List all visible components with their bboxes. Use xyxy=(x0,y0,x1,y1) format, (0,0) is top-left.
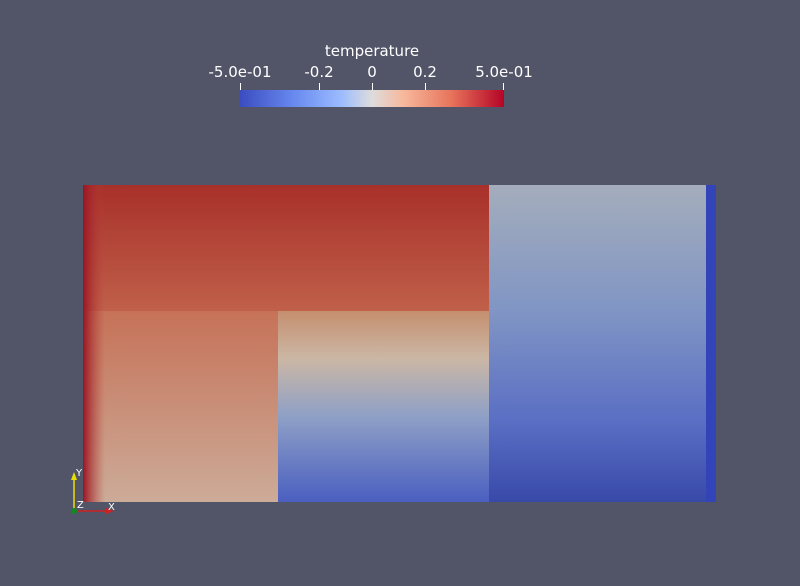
colorbar-tick-mark xyxy=(372,83,373,93)
colorbar-tick-mark xyxy=(319,83,320,93)
colorbar-tick-mark xyxy=(240,83,241,93)
colorbar-tick-label: 0 xyxy=(367,63,377,81)
colorbar-tick-mark xyxy=(425,83,426,93)
region-right-edge xyxy=(706,185,716,502)
region-center-gradient xyxy=(278,311,489,502)
colorbar-tick-label: -0.2 xyxy=(304,63,334,81)
colorbar-tick-label: 5.0e-01 xyxy=(475,63,533,81)
region-right-cool xyxy=(489,185,716,502)
region-upper-left-hot xyxy=(83,185,489,311)
x-axis-arrow xyxy=(106,508,114,514)
region-left-edge xyxy=(83,185,105,502)
colorbar-tick-mark xyxy=(503,83,504,93)
z-axis-dot xyxy=(71,508,77,514)
y-axis-arrow xyxy=(71,472,77,480)
x-axis-label: X xyxy=(108,502,115,513)
colorbar-title: temperature xyxy=(324,42,420,60)
colorbar-gradient xyxy=(240,90,504,107)
z-axis-label: Z xyxy=(77,500,84,511)
colorbar-tick-label: -5.0e-01 xyxy=(208,63,272,81)
region-lower-left-warm xyxy=(83,311,278,502)
y-axis-label: Y xyxy=(76,468,83,479)
colorbar-tick-label: 0.2 xyxy=(413,63,437,81)
